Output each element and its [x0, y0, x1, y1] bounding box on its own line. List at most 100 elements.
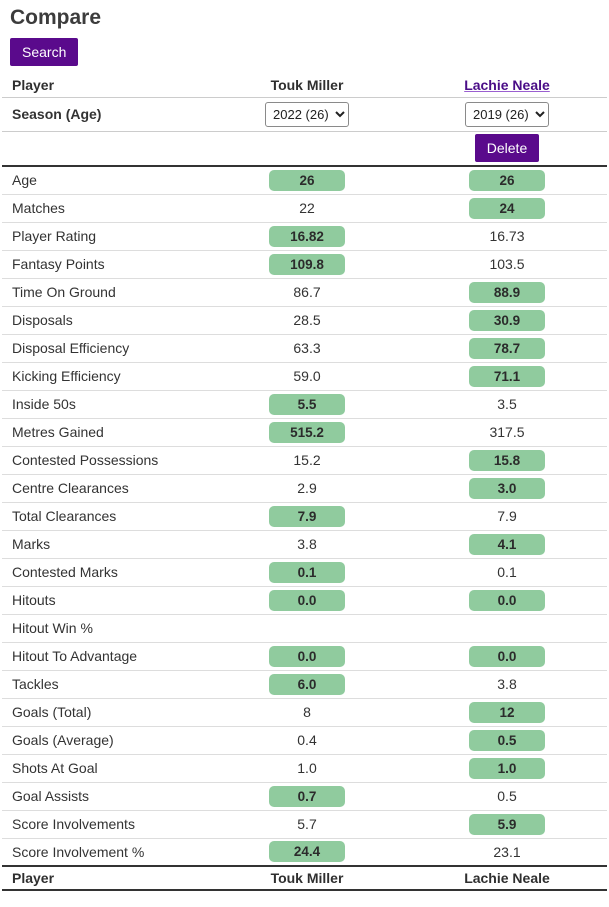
stat-value: 3.8 — [297, 536, 317, 552]
stat-label: Age — [12, 172, 37, 189]
season-select-player2[interactable]: 2019 (26) — [465, 101, 549, 127]
stat-label: Contested Marks — [12, 564, 118, 580]
stat-value-highlight: 15.8 — [469, 449, 545, 471]
stat-cell: 0.0 — [407, 642, 607, 670]
stat-label: Inside 50s — [12, 396, 76, 412]
stat-value-highlight: 24.4 — [269, 841, 345, 863]
delete-player2-button[interactable]: Delete — [474, 134, 540, 163]
stat-label: Goals (Total) — [12, 704, 92, 720]
compare-page: Compare Search Player Touk Miller Lachie… — [0, 7, 609, 891]
stat-value: 8 — [303, 704, 311, 720]
delete-cell-player2: Delete — [407, 131, 607, 166]
table-row: Hitout To Advantage 0.0 0.0 — [2, 642, 607, 670]
stat-cell: 24.4 — [207, 838, 407, 866]
search-button[interactable]: Search — [10, 38, 79, 66]
stat-cell: 0.5 — [407, 726, 607, 754]
stat-value: 0.4 — [297, 732, 317, 748]
player2-profile-link[interactable]: Lachie Neale — [464, 76, 550, 93]
table-row: Shots At Goal 1.0 1.0 — [2, 754, 607, 782]
table-row: Disposal Efficiency 63.3 78.7 — [2, 334, 607, 362]
season-cell-player1: 2022 (26) — [207, 97, 407, 131]
stat-value-highlight: 109.8 — [269, 253, 345, 275]
table-row: Kicking Efficiency 59.0 71.1 — [2, 362, 607, 390]
stat-cell: 0.0 — [207, 586, 407, 614]
stat-cell: 15.8 — [407, 446, 607, 474]
stat-value-highlight: 16.82 — [269, 225, 345, 247]
stat-value: 1.0 — [297, 760, 317, 776]
stat-value-highlight: 0.0 — [269, 589, 345, 611]
stat-value-highlight: 515.2 — [269, 421, 345, 443]
stat-value-highlight: 3.0 — [469, 477, 545, 499]
stat-value-highlight: 71.1 — [469, 365, 545, 387]
stat-cell-empty — [407, 614, 607, 642]
stat-value: 7.9 — [497, 508, 517, 524]
table-row: Contested Possessions 15.2 15.8 — [2, 446, 607, 474]
table-row: Goal Assists 0.7 0.5 — [2, 782, 607, 810]
stat-value-highlight: 7.9 — [269, 505, 345, 527]
stat-label: Hitout To Advantage — [12, 648, 138, 664]
stat-value-highlight: 26 — [269, 169, 345, 191]
stat-label: Goal Assists — [12, 788, 90, 804]
stat-label: Total Clearances — [12, 508, 117, 524]
stat-value: 3.8 — [497, 676, 517, 692]
season-row: Season (Age) 2022 (26) 2019 (26) — [2, 97, 607, 131]
stat-cell: 71.1 — [407, 362, 607, 390]
stat-value: 3.5 — [497, 396, 517, 412]
stat-cell: 88.9 — [407, 278, 607, 306]
stat-cell: 515.2 — [207, 418, 407, 446]
table-row: Tackles 6.0 3.8 — [2, 670, 607, 698]
stat-cell: 5.5 — [207, 390, 407, 418]
stat-value-highlight: 5.9 — [469, 813, 545, 835]
stat-value: 86.7 — [293, 284, 321, 300]
stat-value: 28.5 — [293, 312, 321, 328]
stat-value-highlight: 0.0 — [469, 589, 545, 611]
stat-label: Matches — [12, 200, 65, 216]
stat-label: Score Involvements — [12, 816, 135, 832]
stat-value: 5.7 — [297, 816, 317, 832]
table-row: Age 26 26 — [2, 166, 607, 194]
stat-label: Disposals — [12, 312, 73, 328]
header-row: Player Touk Miller Lachie Neale — [2, 73, 607, 97]
table-row: Inside 50s 5.5 3.5 — [2, 390, 607, 418]
stat-cell: 30.9 — [407, 306, 607, 334]
stat-value: 103.5 — [489, 256, 525, 272]
stat-cell-empty — [207, 614, 407, 642]
stat-label: Kicking Efficiency — [12, 368, 121, 384]
stat-label: Fantasy Points — [12, 256, 105, 272]
footer-player-label: Player — [12, 870, 55, 886]
delete-row: Delete — [2, 131, 607, 166]
table-row: Score Involvement % 24.4 23.1 — [2, 838, 607, 866]
stat-value: 0.5 — [497, 788, 517, 804]
table-row: Score Involvements 5.7 5.9 — [2, 810, 607, 838]
stat-cell: 0.7 — [207, 782, 407, 810]
table-row: Goals (Total) 8 12 — [2, 698, 607, 726]
stat-label: Tackles — [12, 676, 59, 692]
stat-value-highlight: 0.5 — [469, 729, 545, 751]
delete-row-empty-cell — [2, 131, 207, 166]
stat-label: Goals (Average) — [12, 732, 114, 748]
stat-cell: 4.1 — [407, 530, 607, 558]
stat-value: 59.0 — [293, 368, 321, 384]
footer-player2-name: Lachie Neale — [464, 870, 550, 886]
stat-label: Contested Possessions — [12, 452, 159, 468]
stat-cell: 24 — [407, 194, 607, 222]
table-row: Player Rating 16.82 16.73 — [2, 222, 607, 250]
column-header-player1: Touk Miller — [270, 76, 344, 93]
stat-cell: 78.7 — [407, 334, 607, 362]
table-row: Fantasy Points 109.8 103.5 — [2, 250, 607, 278]
stat-value-highlight: 0.7 — [269, 785, 345, 807]
table-row: Time On Ground 86.7 88.9 — [2, 278, 607, 306]
stat-cell: 16.82 — [207, 222, 407, 250]
season-select-player1[interactable]: 2022 (26) — [265, 101, 349, 127]
stat-label: Score Involvement % — [12, 843, 145, 860]
stat-value-highlight: 78.7 — [469, 337, 545, 359]
stat-value-highlight: 6.0 — [269, 673, 345, 695]
stat-label: Shots At Goal — [12, 760, 98, 776]
stat-cell: 0.1 — [207, 558, 407, 586]
stat-value-highlight: 88.9 — [469, 281, 545, 303]
table-row: Hitout Win % — [2, 614, 607, 642]
stat-label: Hitout Win % — [12, 620, 93, 636]
stat-cell: 1.0 — [407, 754, 607, 782]
delete-row-empty-cell — [207, 131, 407, 166]
stat-value: 15.2 — [293, 452, 321, 468]
